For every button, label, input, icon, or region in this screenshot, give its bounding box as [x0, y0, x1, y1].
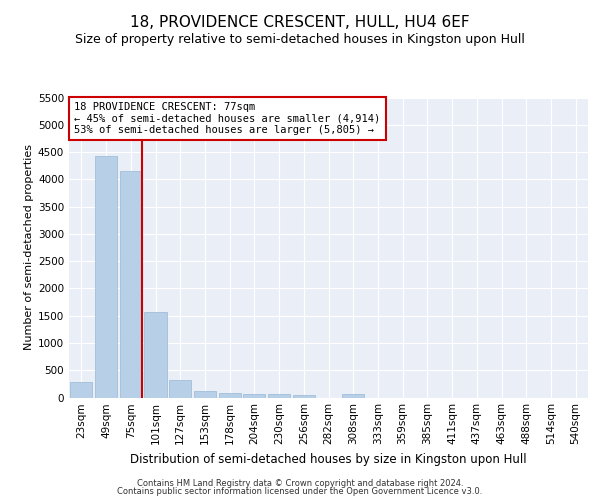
- Bar: [243, 394, 265, 398]
- Text: Contains HM Land Registry data © Crown copyright and database right 2024.: Contains HM Land Registry data © Crown c…: [137, 478, 463, 488]
- Bar: [342, 394, 364, 398]
- Text: Contains public sector information licensed under the Open Government Licence v3: Contains public sector information licen…: [118, 487, 482, 496]
- Text: Size of property relative to semi-detached houses in Kingston upon Hull: Size of property relative to semi-detach…: [75, 32, 525, 46]
- Bar: [145, 312, 167, 398]
- Bar: [95, 156, 117, 398]
- Text: 18, PROVIDENCE CRESCENT, HULL, HU4 6EF: 18, PROVIDENCE CRESCENT, HULL, HU4 6EF: [130, 15, 470, 30]
- Bar: [169, 380, 191, 398]
- Bar: [293, 394, 315, 398]
- Bar: [268, 394, 290, 398]
- Bar: [70, 382, 92, 398]
- Y-axis label: Number of semi-detached properties: Number of semi-detached properties: [24, 144, 34, 350]
- Bar: [194, 391, 216, 398]
- Text: 18 PROVIDENCE CRESCENT: 77sqm
← 45% of semi-detached houses are smaller (4,914)
: 18 PROVIDENCE CRESCENT: 77sqm ← 45% of s…: [74, 102, 380, 135]
- X-axis label: Distribution of semi-detached houses by size in Kingston upon Hull: Distribution of semi-detached houses by …: [130, 453, 527, 466]
- Bar: [218, 394, 241, 398]
- Bar: [119, 171, 142, 398]
